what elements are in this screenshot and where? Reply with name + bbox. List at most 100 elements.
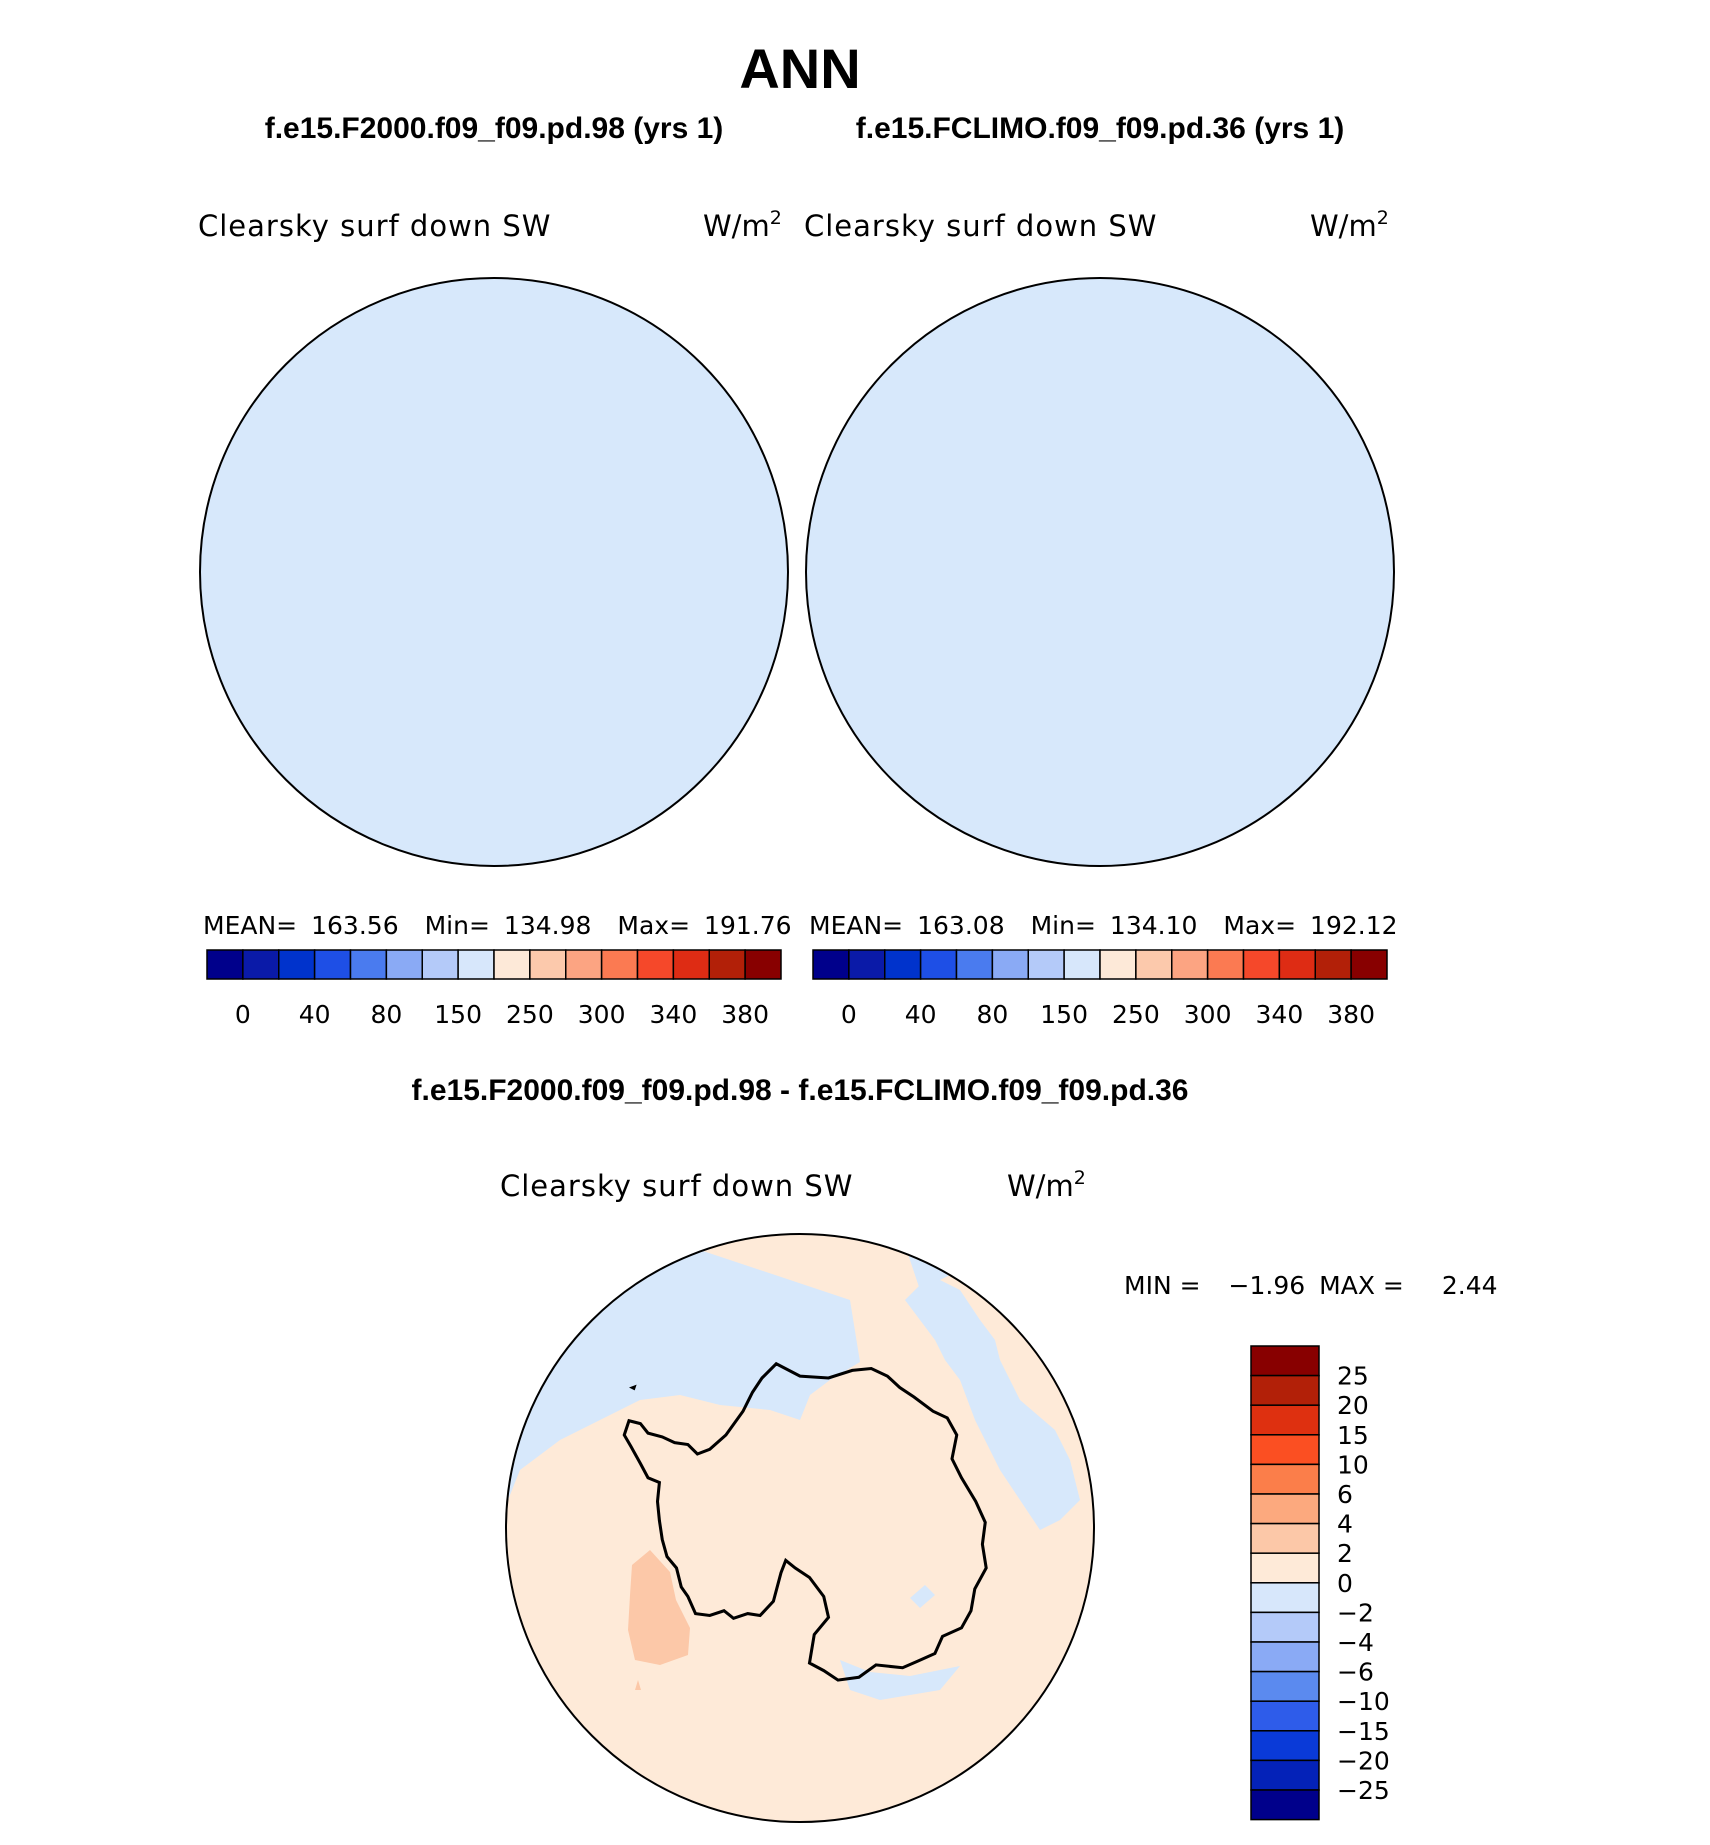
right-colorbar-box	[1027, 949, 1065, 980]
diff-colorbar-box	[1250, 1345, 1320, 1377]
right-colorbar-label: 250	[1112, 1000, 1160, 1029]
right-colorbar-box	[1278, 949, 1316, 980]
left-colorbar-box	[313, 949, 352, 980]
diff-map-negative-region-south	[840, 1660, 960, 1700]
figure-title: ANN	[739, 37, 860, 100]
right-stats: MEAN= 163.08 Min= 134.10 Max= 192.12	[809, 911, 1398, 940]
diff-colorbar-box	[1250, 1670, 1320, 1702]
right-colorbar-box	[919, 949, 958, 980]
diff-colorbar-box	[1250, 1404, 1320, 1436]
right-map-ocean	[806, 278, 1394, 866]
right-colorbar-box	[1206, 949, 1245, 980]
right-colorbar-label: 80	[976, 1000, 1008, 1029]
left-colorbar-box	[708, 949, 746, 980]
right-colorbar-label: 340	[1256, 1000, 1304, 1029]
left-colorbar-label: 380	[721, 1000, 769, 1029]
left-colorbar-box	[457, 949, 495, 980]
right-map-border	[805, 277, 1395, 867]
diff-variable-label: Clearsky surf down SW	[500, 1169, 853, 1203]
diff-colorbar-box	[1250, 1700, 1320, 1732]
right-units-label: W/m2	[1310, 207, 1389, 243]
diff-map-positive-peninsula	[635, 1410, 695, 1470]
diff-colorbar-box	[1250, 1434, 1320, 1466]
left-colorbar-box	[349, 949, 388, 980]
left-colorbar-label: 80	[370, 1000, 402, 1029]
diff-map-negative-region-east	[905, 1275, 1080, 1530]
right-polar-map	[805, 277, 1395, 867]
left-colorbar-box	[421, 949, 459, 980]
right-colorbar-box	[1099, 949, 1137, 980]
right-colorbar-box	[1135, 949, 1173, 980]
left-colorbar-box	[206, 949, 244, 980]
diff-colorbar-label: 0	[1337, 1569, 1353, 1598]
diff-colorbar-box	[1250, 1759, 1320, 1791]
right-colorbar-box	[1063, 949, 1101, 980]
diff-colorbar-label: 25	[1337, 1362, 1369, 1391]
diff-colorbar-label: 6	[1337, 1480, 1353, 1509]
right-colorbar-label: 40	[905, 1000, 937, 1029]
diff-colorbar-box	[1250, 1552, 1320, 1584]
diff-colorbar-label: 20	[1337, 1391, 1369, 1420]
diff-colorbar-label: 15	[1337, 1421, 1369, 1450]
diff-units-label: W/m2	[1007, 1167, 1086, 1203]
left-colorbar-label: 250	[506, 1000, 554, 1029]
left-variable-label: Clearsky surf down SW	[198, 209, 551, 243]
diff-colorbar-label: −15	[1337, 1717, 1390, 1746]
left-colorbar-box	[744, 949, 782, 980]
left-colorbar-box	[636, 949, 675, 980]
left-colorbar: 0 40 80 150 250 300 340 380	[206, 949, 782, 1029]
left-colorbar-label: 40	[299, 1000, 331, 1029]
diff-map-border	[505, 1233, 1095, 1823]
diff-minmax: MIN = −1.96 MAX = 2.44	[1124, 1271, 1498, 1300]
left-colorbar-box	[242, 949, 280, 980]
right-colorbar: 0 40 80 150 250 300 340 380	[812, 949, 1388, 1029]
right-colorbar-box	[991, 949, 1029, 980]
left-colorbar-box	[600, 949, 639, 980]
diff-map-negative-region-north	[900, 1234, 1094, 1290]
left-map-ocean	[200, 278, 788, 866]
diff-colorbar-label: −4	[1337, 1628, 1374, 1657]
diff-polar-map	[505, 1233, 1095, 1823]
right-colorbar-box	[1350, 949, 1388, 980]
diff-colorbar-label: 10	[1337, 1450, 1369, 1479]
diff-colorbar-box	[1250, 1493, 1320, 1525]
right-colorbar-label: 380	[1327, 1000, 1375, 1029]
left-colorbar-label: 340	[650, 1000, 698, 1029]
diff-colorbar-label: −6	[1337, 1658, 1374, 1687]
right-variable-label: Clearsky surf down SW	[804, 209, 1157, 243]
right-colorbar-box	[1314, 949, 1352, 980]
left-units-label: W/m2	[703, 207, 782, 243]
diff-map-negative-spot	[910, 1585, 935, 1608]
diff-colorbar-box	[1250, 1641, 1320, 1673]
right-colorbar-label: 150	[1040, 1000, 1088, 1029]
left-colorbar-label: 150	[434, 1000, 482, 1029]
diff-map-positive-spot	[635, 1680, 641, 1690]
left-polar-map	[199, 277, 789, 867]
diff-colorbar-box	[1250, 1463, 1320, 1495]
left-stats: MEAN= 163.56 Min= 134.98 Max= 191.76	[203, 911, 792, 940]
right-colorbar-box	[955, 949, 994, 980]
left-colorbar-box	[278, 949, 316, 980]
diff-colorbar-box	[1250, 1611, 1320, 1643]
diff-colorbar-label: −2	[1337, 1598, 1374, 1627]
right-case-title: f.e15.FCLIMO.f09_f09.pd.36 (yrs 1)	[856, 112, 1345, 145]
right-colorbar-box	[1242, 949, 1281, 980]
diff-map-positive-region	[628, 1550, 690, 1665]
diff-case-title: f.e15.F2000.f09_f09.pd.98 - f.e15.FCLIMO…	[412, 1074, 1189, 1107]
right-colorbar-label: 300	[1184, 1000, 1232, 1029]
right-colorbar-box	[848, 949, 886, 980]
right-colorbar-label: 0	[841, 1000, 857, 1029]
diff-colorbar-box	[1250, 1730, 1320, 1762]
diff-colorbar-label: 4	[1337, 1510, 1353, 1539]
diff-colorbar-box	[1250, 1374, 1320, 1406]
left-case-title: f.e15.F2000.f09_f09.pd.98 (yrs 1)	[265, 112, 724, 145]
diff-colorbar-box	[1250, 1522, 1320, 1554]
left-colorbar-box	[385, 949, 423, 980]
diff-map-negative-patch	[800, 1300, 830, 1320]
diff-colorbar-label: −20	[1337, 1746, 1390, 1775]
left-colorbar-label: 300	[578, 1000, 626, 1029]
left-colorbar-box	[565, 949, 603, 980]
left-colorbar-box	[529, 949, 567, 980]
